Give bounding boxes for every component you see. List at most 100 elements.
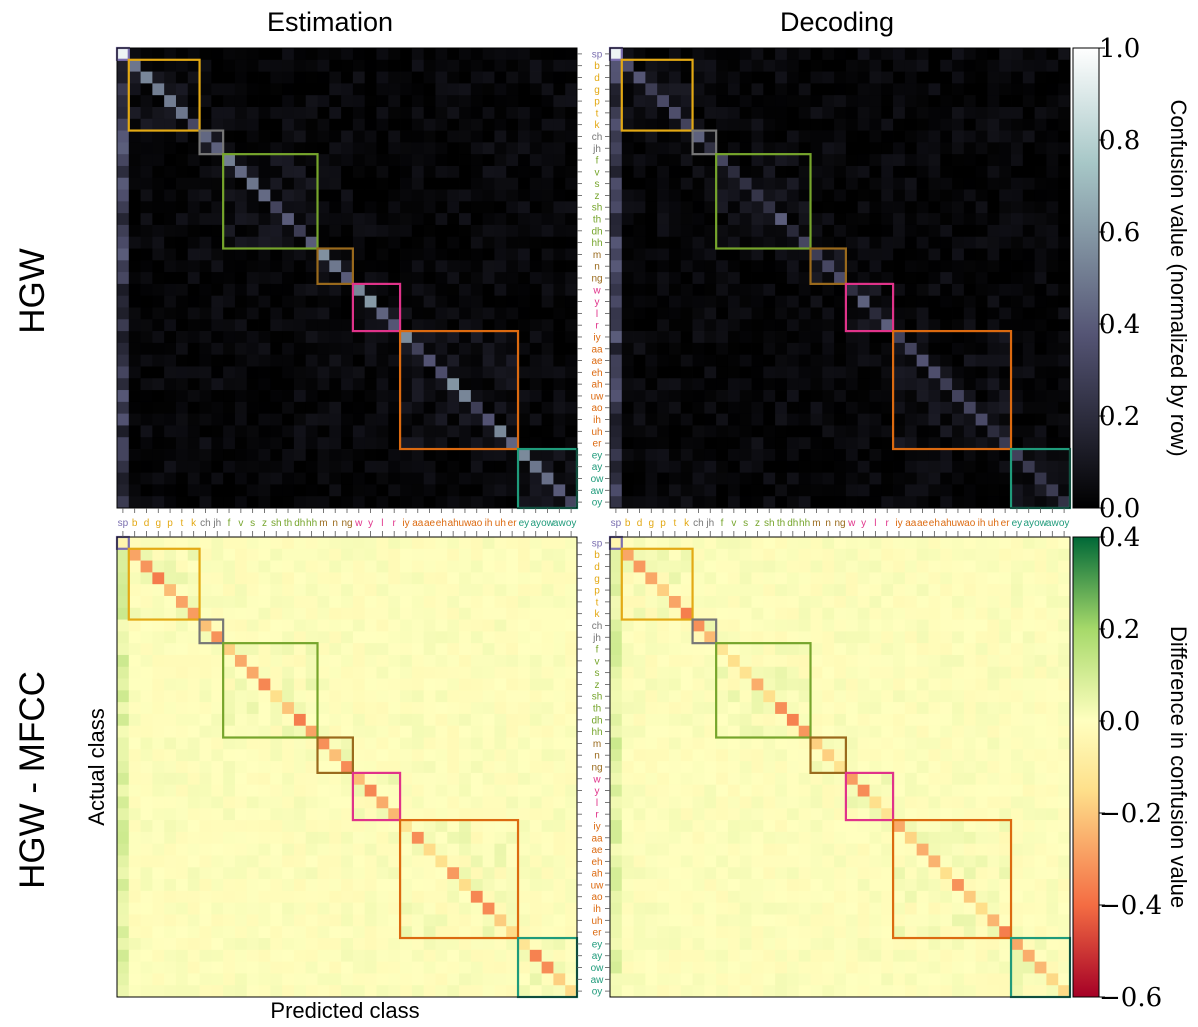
heatmap-cell — [751, 413, 764, 426]
heatmap-cell — [751, 236, 764, 249]
heatmap-cell — [482, 354, 495, 367]
heatmap-cell — [352, 201, 366, 214]
heatmap-cell — [565, 449, 578, 462]
heatmap-cell — [822, 449, 835, 462]
heatmap-cell — [270, 938, 283, 951]
heatmap-cell — [704, 201, 717, 214]
heatmap-cell — [692, 460, 705, 474]
heatmap-cell — [963, 595, 977, 609]
heatmap-cell — [175, 843, 189, 856]
heatmap-cell — [211, 914, 224, 927]
heatmap-cell — [987, 631, 1000, 644]
heatmap-cell — [506, 425, 519, 438]
heatmap-cell — [633, 537, 646, 550]
heatmap-cell — [810, 607, 823, 620]
heatmap-cell — [117, 165, 130, 179]
heatmap-cell — [223, 725, 236, 738]
heatmap-cell — [668, 189, 682, 202]
heatmap-cell — [352, 820, 366, 833]
heatmap-cell — [329, 224, 342, 238]
heatmap-cell — [751, 584, 764, 597]
heatmap-cell — [541, 71, 554, 84]
heatmap-cell — [975, 213, 988, 226]
heatmap-cell — [904, 449, 918, 462]
heatmap-cell — [117, 177, 130, 190]
group-box-semivowels — [351, 771, 402, 822]
heatmap-cell — [610, 59, 623, 72]
heatmap-cell — [904, 260, 918, 273]
heatmap-cell — [470, 118, 484, 131]
heatmap-cell — [211, 390, 224, 403]
heatmap-cell — [565, 472, 578, 485]
heatmap-cell — [470, 213, 484, 226]
heatmap-cell — [565, 643, 578, 656]
heatmap-cell — [152, 201, 165, 214]
heatmap-cell — [400, 560, 413, 573]
heatmap-cell — [423, 855, 436, 868]
heatmap-cell — [680, 142, 693, 155]
heatmap-cell — [904, 48, 918, 61]
heatmap-cell — [845, 48, 859, 61]
heatmap-cell — [187, 472, 200, 485]
heatmap-cell — [400, 224, 413, 238]
heatmap-cell — [459, 890, 472, 904]
heatmap-cell — [518, 354, 531, 367]
heatmap-cell — [869, 619, 882, 632]
heatmap-cell — [175, 690, 189, 703]
heatmap-cell — [506, 938, 519, 951]
heatmap-cell — [435, 879, 448, 892]
heatmap-cell — [258, 914, 271, 927]
heatmap-cell — [352, 165, 366, 179]
heatmap-cell — [187, 59, 200, 72]
heatmap-cell — [423, 154, 436, 167]
heatmap-cell — [857, 307, 870, 320]
heatmap-cell — [565, 177, 578, 190]
heatmap-cell — [364, 378, 377, 391]
heatmap-cell — [270, 855, 283, 868]
heatmap-cell — [668, 548, 682, 561]
heatmap-cell — [987, 106, 1000, 120]
heatmap-cell — [680, 437, 693, 450]
heatmap-cell — [270, 949, 283, 963]
heatmap-cell — [223, 985, 236, 998]
heatmap-cell — [999, 118, 1012, 131]
heatmap-cell — [317, 643, 330, 656]
heatmap-cell — [881, 118, 894, 131]
heatmap-cell — [400, 654, 413, 668]
heatmap-cell — [364, 177, 377, 190]
heatmap-cell — [645, 390, 658, 403]
heatmap-cell — [987, 154, 1000, 167]
heatmap-cell — [751, 83, 764, 96]
heatmap-cell — [775, 401, 788, 415]
heatmap-cell — [329, 154, 342, 167]
heatmap-cell — [928, 272, 941, 285]
heatmap-cell — [128, 643, 141, 656]
heatmap-cell — [341, 737, 354, 750]
heatmap-cell — [1011, 213, 1024, 226]
heatmap-cell — [423, 48, 436, 61]
heatmap-cell — [610, 165, 623, 179]
heatmap-cell — [352, 366, 366, 379]
heatmap-cell — [152, 831, 165, 845]
heatmap-cell — [1011, 307, 1024, 320]
heatmap-cell — [411, 890, 425, 904]
heatmap-cell — [317, 879, 330, 892]
heatmap-cell — [621, 130, 634, 143]
heatmap-cell — [246, 820, 259, 833]
heatmap-cell — [234, 307, 248, 320]
heatmap-cell — [258, 437, 271, 450]
heatmap-cell — [317, 702, 330, 715]
heatmap-cell — [727, 83, 741, 96]
heatmap-cell — [411, 702, 425, 715]
heatmap-cell — [565, 607, 578, 620]
heatmap-cell — [117, 295, 130, 308]
heatmap-cell — [834, 560, 847, 573]
heatmap-cell — [494, 902, 507, 915]
heatmap-cell — [341, 879, 354, 892]
heatmap-cell — [482, 631, 495, 644]
heatmap-cell — [518, 366, 531, 379]
heatmap-cell — [341, 607, 354, 620]
heatmap-cell — [657, 584, 670, 597]
heatmap-cell — [305, 702, 318, 715]
heatmap-cell — [140, 560, 153, 573]
